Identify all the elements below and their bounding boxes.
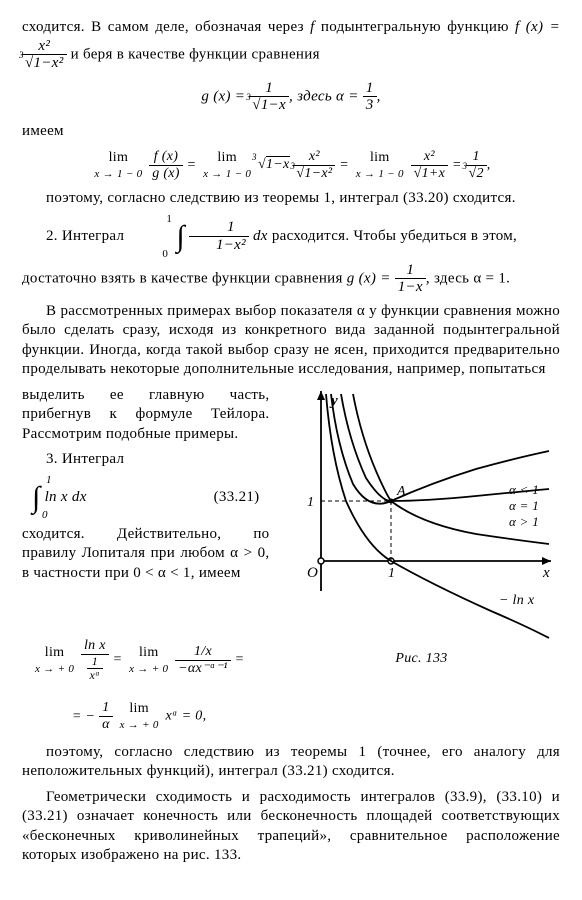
fx-eq: f (x) = [515, 19, 560, 35]
integral-icon: 1∫0 [128, 217, 185, 256]
paragraph-2: поэтому, согласно следствию из теоремы 1… [22, 189, 560, 209]
denominator: 3√1−x² [22, 55, 67, 72]
frac-x2-root: x² 3√1−x² [22, 38, 67, 72]
item-3: 3. Интеграл [22, 450, 269, 470]
formula-limit-chain: limx → 1 − 0 f (x)g (x) = limx → 1 − 0 3… [22, 149, 560, 181]
svg-text:− ln x: − ln x [499, 593, 535, 608]
numerator: x² [22, 38, 67, 56]
text: подынтегральную функцию [315, 19, 515, 35]
paragraph-7: сходится. Действительно, по правилу Лопи… [22, 525, 269, 584]
text: и беря в качестве функции сравнения [71, 46, 320, 62]
svg-text:A: A [396, 484, 406, 499]
svg-text:α < 1: α < 1 [509, 482, 539, 497]
svg-text:1: 1 [307, 495, 314, 510]
plot-svg: y x O 1 1 Aα < 1α = 1α > 1 − ln x [281, 386, 561, 646]
text-imeem: имеем [22, 122, 560, 142]
paragraph-5-tail: выделить ее главную часть, прибегнув к ф… [22, 386, 269, 445]
item-2b: достаточно взять в качестве функции срав… [22, 262, 560, 296]
paragraph-9: Геометрически сходимость и расходимость … [22, 788, 560, 866]
eq-tag: (33.21) [214, 488, 260, 508]
figure-133: y x O 1 1 Aα < 1α = 1α > 1 − ln x Рис. 133 [281, 386, 561, 668]
two-column-block: выделить ее главную часть, прибегнув к ф… [22, 386, 560, 668]
svg-text:y: y [329, 393, 338, 409]
svg-text:1: 1 [388, 566, 395, 581]
formula-gx: g (x) = 1 3√1−x , здесь α = 13, [22, 80, 560, 114]
paragraph-1: сходится. В самом деле, обозначая через … [22, 18, 560, 72]
svg-text:α > 1: α > 1 [509, 514, 539, 529]
paragraph-8: поэтому, согласно следствию из теоремы 1… [22, 743, 560, 782]
item-2: 2. Интеграл 1∫0 11−x² dx расходится. Что… [22, 217, 560, 256]
svg-text:x: x [542, 565, 550, 581]
left-column: выделить ее главную часть, прибегнув к ф… [22, 386, 269, 590]
frac-gx: 1 3√1−x [249, 80, 289, 114]
figure-caption: Рис. 133 [281, 650, 561, 668]
svg-text:α = 1: α = 1 [509, 498, 539, 513]
formula-3321: 1∫0 ln x dx (33.21) [22, 478, 269, 517]
svg-text:O: O [307, 565, 318, 581]
paragraph-5-head: В рассмотренных примерах выбор показател… [22, 302, 560, 380]
text: сходится. В самом деле, обозначая через [22, 19, 310, 35]
